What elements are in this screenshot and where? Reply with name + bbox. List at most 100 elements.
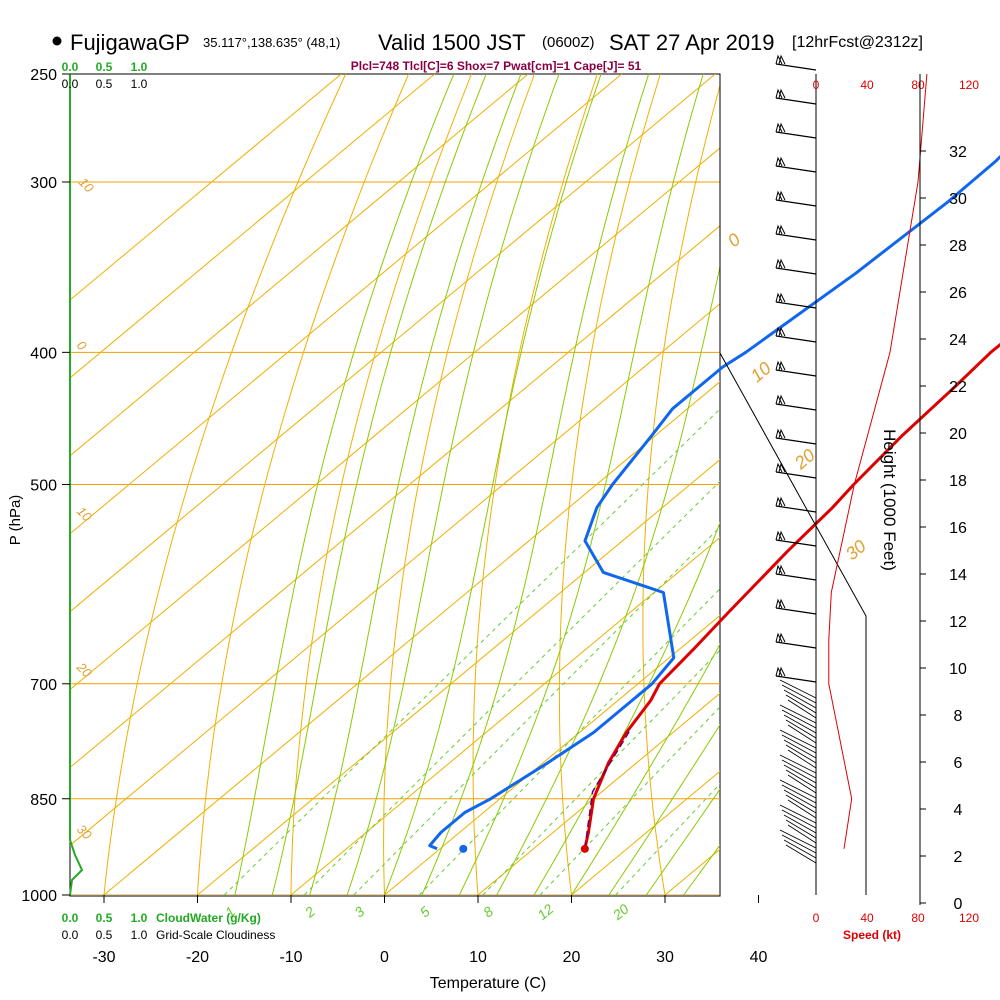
temperature-tick-label: 0 xyxy=(380,949,389,966)
cloudwater-tick-label: 1.0 xyxy=(131,911,148,925)
dry-adiabat-line xyxy=(472,74,598,895)
wind-barb xyxy=(775,131,817,139)
isotherm-line xyxy=(70,303,720,847)
wind-barb xyxy=(787,699,817,719)
height-tick-label: 14 xyxy=(949,567,967,584)
cloudiness-tick-label: 1.0 xyxy=(131,77,148,91)
isotherm-label: 30 xyxy=(842,536,870,564)
wind-barb xyxy=(783,689,817,709)
pressure-tick-label: 250 xyxy=(30,67,57,84)
cloudwater-tick-label: 0.5 xyxy=(96,60,113,74)
cloudiness-tick-label: 0.0 xyxy=(62,928,79,942)
speed-tick-label: 0 xyxy=(813,78,820,92)
wind-barb xyxy=(775,539,817,547)
cloudwater-tick-label: 0.0 xyxy=(62,60,79,74)
wind-barb xyxy=(785,744,817,764)
wind-panel: 0040408080120120024681012141618202224262… xyxy=(719,54,979,925)
wind-panel-boundary xyxy=(719,352,867,895)
wind-barb xyxy=(775,335,817,343)
speed-tick-label: 120 xyxy=(959,911,979,925)
cloudwater-label: CloudWater (g/Kg) xyxy=(156,911,261,925)
wind-barb xyxy=(787,774,817,794)
isotherm-line xyxy=(70,74,342,301)
speed-tick-label: 0 xyxy=(813,911,820,925)
wind-barb xyxy=(775,224,786,235)
mixing-ratio-line xyxy=(223,408,720,895)
mixing-ratio-line xyxy=(539,706,720,895)
moist-adiabat-line xyxy=(645,788,720,895)
wind-barb xyxy=(781,684,817,704)
wind-barb xyxy=(775,666,786,677)
wind-barb xyxy=(781,734,817,754)
height-tick-label: 18 xyxy=(949,473,967,490)
wind-barb xyxy=(785,719,817,739)
wind-barb xyxy=(775,471,817,479)
isotherm-label: 10 xyxy=(76,175,97,196)
mixing-ratio-line xyxy=(615,783,720,895)
isotherm-line xyxy=(70,74,436,379)
pressure-tick-label: 850 xyxy=(30,792,57,809)
moist-adiabat-line xyxy=(309,74,522,895)
mixing-ratio-label: 12 xyxy=(534,900,556,922)
isotherm-label: 20 xyxy=(73,659,95,681)
isotherm-line xyxy=(197,458,720,895)
background-grid xyxy=(70,74,1000,895)
station-coords: 35.117°,138.635° (48,1) xyxy=(203,35,340,50)
wind-barb xyxy=(783,739,817,759)
wind-barb xyxy=(775,122,786,133)
wind-barb xyxy=(775,607,817,615)
temperature-tick-label: -10 xyxy=(279,949,302,966)
stability-indices: Plcl=748 Tlcl[C]=6 Shox=7 Pwat[cm]=1 Cap… xyxy=(351,59,642,73)
isotherm-line xyxy=(290,536,720,895)
wind-barb xyxy=(775,564,786,575)
station-bullet-icon xyxy=(52,36,62,46)
wind-barb xyxy=(775,675,817,683)
speed-tick-label: 80 xyxy=(911,911,925,925)
height-tick-label: 16 xyxy=(949,520,967,537)
wind-barb xyxy=(781,784,817,804)
mixing-ratio-label: 8 xyxy=(480,903,496,920)
isotherm-line xyxy=(477,692,720,895)
pressure-tick-label: 500 xyxy=(30,478,57,495)
height-axis-title: Height (1000 Feet) xyxy=(880,429,899,571)
mixing-ratio-label: 5 xyxy=(417,903,433,920)
x-axis-title: Temperature (C) xyxy=(430,975,546,992)
wind-barb xyxy=(787,749,817,769)
speed-tick-label: 40 xyxy=(860,911,874,925)
wind-barb xyxy=(787,799,817,819)
isotherm-line xyxy=(70,225,720,769)
cloudiness-label: Grid-Scale Cloudiness xyxy=(156,928,275,942)
isotherm-label: 0 xyxy=(724,229,745,251)
dry-adiabat-line xyxy=(558,74,661,895)
wind-barb xyxy=(775,403,817,411)
wind-barb xyxy=(787,824,817,844)
temperature-tick-label: -30 xyxy=(92,949,115,966)
moist-adiabat-line xyxy=(571,643,720,895)
dry-adiabat-line xyxy=(103,74,347,895)
pressure-tick-label: 1000 xyxy=(21,888,57,905)
cloudiness-tick-label: 0.5 xyxy=(96,77,113,91)
wind-barb xyxy=(775,156,786,167)
valid-zulu: (0600Z) xyxy=(542,34,595,51)
moist-adiabat-line xyxy=(533,521,720,895)
moist-adiabat-line xyxy=(608,723,720,895)
isotherm-line xyxy=(103,381,720,895)
valid-time: Valid 1500 JST xyxy=(378,30,526,55)
speed-tick-label: 120 xyxy=(959,78,979,92)
isotherm-line xyxy=(852,74,1000,895)
temperature-tick-label: 30 xyxy=(656,949,674,966)
wind-barb xyxy=(775,462,786,473)
profile-series xyxy=(69,74,1000,896)
parcel-path xyxy=(584,728,632,849)
wind-barb xyxy=(775,54,786,65)
height-tick-label: 6 xyxy=(954,755,963,772)
wind-barb xyxy=(775,258,786,269)
isotherm-label: 10 xyxy=(747,358,775,386)
wind-barb xyxy=(783,764,817,784)
height-tick-label: 24 xyxy=(949,332,967,349)
height-tick-label: 26 xyxy=(949,285,967,302)
mixing-ratio-label: 2 xyxy=(301,903,318,921)
surface-temperature-marker xyxy=(580,844,589,853)
dry-adiabat-line xyxy=(197,74,410,895)
temperature-profile xyxy=(583,342,1000,850)
